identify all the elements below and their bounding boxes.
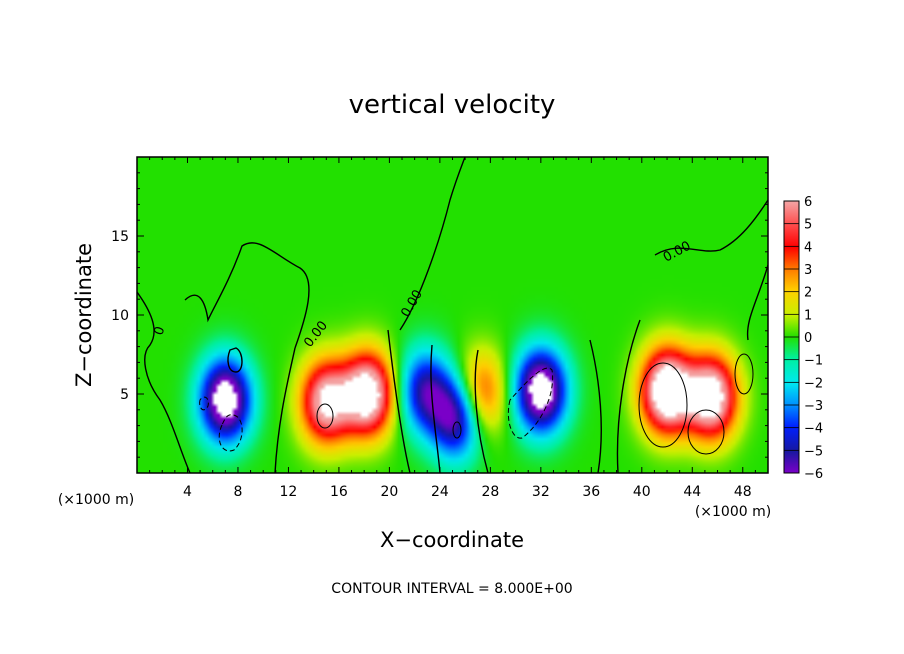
contour-line — [218, 414, 243, 452]
x-tick-label: 12 — [280, 484, 298, 500]
contour-line — [734, 353, 754, 395]
contour-line — [474, 349, 489, 473]
y-tick-label: 5 — [120, 387, 129, 403]
contour-line — [387, 329, 411, 473]
colorbar-tick-label: 6 — [804, 195, 812, 210]
x-unit-left: (×1000 m) — [58, 492, 134, 508]
contour-line — [199, 396, 209, 411]
contour-line — [507, 367, 554, 439]
colorbar-ticks: 6 5 4 3 2 1 0 −1 −2 −3 −4 −5 −6 — [784, 195, 823, 482]
colorbar-tick-label: 2 — [804, 286, 812, 301]
contour-line — [227, 347, 243, 373]
colorbar-tick-label: 5 — [804, 218, 812, 233]
chart-title: vertical velocity — [349, 90, 556, 120]
x-tick-label: 32 — [532, 484, 550, 500]
contour-interval-note: CONTOUR INTERVAL = 8.000E+00 — [331, 581, 572, 597]
contour-line — [274, 347, 296, 473]
x-tick-label: 40 — [633, 484, 651, 500]
velocity-field — [137, 157, 768, 473]
contour-line — [589, 339, 602, 473]
x-tick-label: 28 — [481, 484, 499, 500]
x-tick-label: 44 — [683, 484, 701, 500]
y-tick-label: 15 — [111, 229, 129, 245]
y-tick-label: 10 — [111, 308, 129, 324]
colorbar-tick-label: −4 — [804, 422, 823, 437]
colorbar-tick-label: 3 — [804, 263, 812, 278]
colorbar-tick-label: 1 — [804, 308, 812, 323]
contour-line — [654, 199, 768, 256]
x-axis-ticks: 4 8 12 16 20 24 28 32 36 40 44 48 — [149, 157, 756, 500]
colorbar-tick-label: 4 — [804, 240, 812, 255]
contour-line — [184, 242, 310, 349]
x-tick-label: 20 — [380, 484, 398, 500]
x-tick-label: 24 — [431, 484, 449, 500]
colorbar-tick-label: 0 — [804, 331, 812, 346]
colorbar: 6 5 4 3 2 1 0 −1 −2 −3 −4 −5 −6 — [783, 195, 823, 482]
contour-line — [616, 319, 641, 473]
x-tick-label: 4 — [183, 484, 192, 500]
contour-line — [452, 421, 462, 439]
colorbar-tick-label: −2 — [804, 376, 823, 391]
contour-line — [430, 344, 441, 473]
x-tick-label: 48 — [734, 484, 752, 500]
colorbar-tick-label: −1 — [804, 354, 823, 369]
x-unit-right: (×1000 m) — [695, 504, 771, 520]
y-axis-label: Z−coordinate — [72, 243, 96, 387]
contour-line — [746, 264, 768, 341]
contour-line — [316, 403, 334, 429]
colorbar-tick-label: −3 — [804, 399, 823, 414]
y-axis-ticks: 5 10 15 — [111, 172, 768, 458]
x-axis-label: X−coordinate — [380, 528, 524, 552]
contour-line — [687, 409, 725, 455]
contour-line — [399, 157, 466, 331]
contour-line — [137, 291, 191, 473]
x-tick-label: 16 — [330, 484, 348, 500]
contour-line — [638, 362, 688, 448]
zero-contours — [137, 157, 768, 473]
x-tick-label: 8 — [233, 484, 242, 500]
x-tick-label: 36 — [582, 484, 600, 500]
colorbar-tick-label: −5 — [804, 444, 823, 459]
colorbar-tick-label: −6 — [804, 467, 823, 482]
plot-area: 0.00 0.00 0.00 0 4 8 12 16 20 24 28 32 36 40 44 48 … — [111, 156, 769, 500]
